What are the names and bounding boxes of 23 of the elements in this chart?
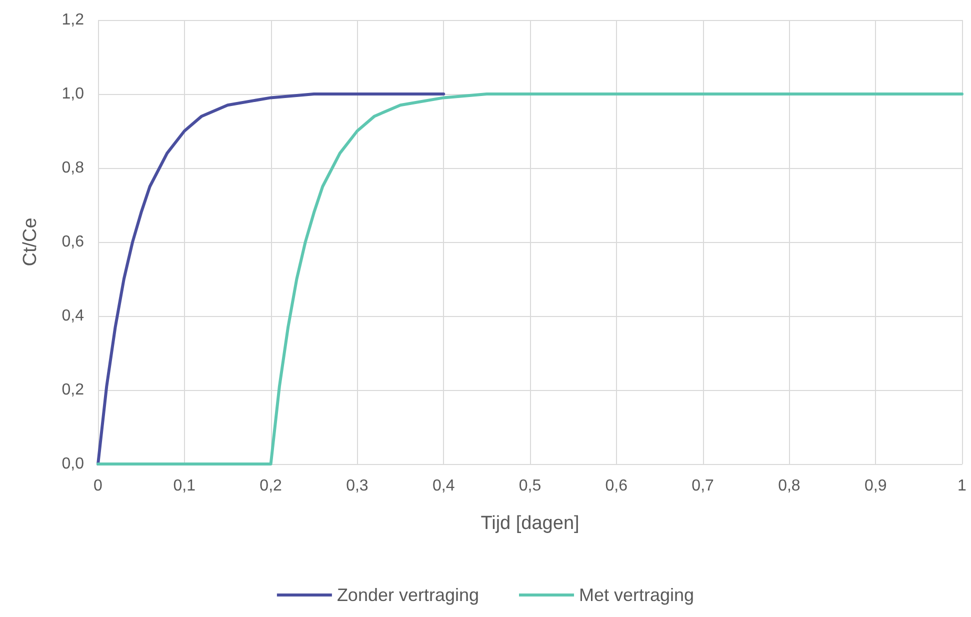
x-tick-label: 0,5 [518,478,542,494]
x-tick-label: 0,7 [692,478,714,494]
legend-label: Zonder vertraging [336,585,480,605]
y-tick-label: 1,2 [62,12,84,28]
y-axis-title: Ct/Ce [20,218,41,266]
y-tick-label: 0,4 [62,308,84,324]
y-tick-label: 0,2 [62,382,84,398]
x-tick-label: 0,8 [778,478,800,494]
x-axis-title: Tijd [dagen] [480,513,580,534]
x-tick-label: 0,2 [260,478,282,494]
x-tick-label: 0,3 [346,478,368,494]
x-tick-label: 0,6 [605,478,628,494]
y-tick-label: 0,6 [62,234,84,250]
y-tick-label: 0,0 [62,456,84,472]
x-tick-label: 1 [958,478,967,494]
legend-label: Met vertraging [579,585,694,605]
x-tick-label: 0 [94,478,103,494]
y-tick-label: 0,8 [62,160,84,176]
y-tick-label: 1,0 [62,86,84,102]
line-series [96,92,446,466]
x-tick-label: 0,4 [432,478,455,494]
x-tick-label: 0,1 [173,478,196,494]
x-tick-label: 0,9 [864,478,887,494]
